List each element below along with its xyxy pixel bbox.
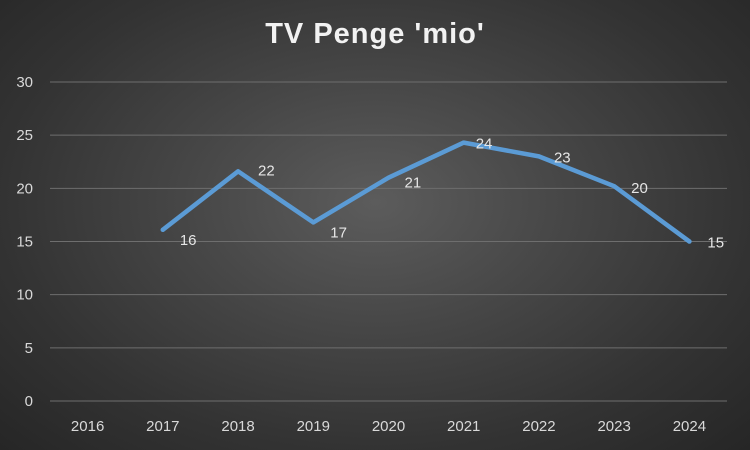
x-tick-label-2023: 2023	[597, 418, 630, 435]
x-tick-label-2020: 2020	[372, 418, 405, 435]
y-tick-label-30: 30	[16, 74, 33, 91]
series-line-0	[160, 140, 692, 244]
x-tick-label-2016: 2016	[71, 418, 104, 435]
data-label-2019: 17	[330, 224, 347, 241]
data-point-2018	[236, 169, 241, 174]
data-point-2022	[536, 154, 541, 159]
data-label-2021: 24	[476, 136, 493, 153]
x-tick-label-2017: 2017	[146, 418, 179, 435]
data-label-2023: 20	[631, 180, 648, 197]
x-tick-label-2019: 2019	[297, 418, 330, 435]
data-point-2024	[687, 239, 692, 244]
x-tick-label-2021: 2021	[447, 418, 480, 435]
chart-title: TV Penge 'mio'	[265, 18, 485, 50]
data-label-2020: 21	[405, 175, 422, 192]
y-tick-label-15: 15	[16, 234, 33, 251]
data-label-2024: 15	[707, 235, 724, 252]
data-point-2017	[160, 227, 165, 232]
data-point-2019	[311, 220, 316, 225]
x-tick-label-2018: 2018	[221, 418, 254, 435]
x-tick-label-2022: 2022	[522, 418, 555, 435]
data-label-2022: 23	[554, 149, 571, 166]
data-point-2023	[612, 184, 617, 189]
y-tick-label-0: 0	[25, 393, 33, 410]
y-tick-label-25: 25	[16, 127, 33, 144]
data-point-2021	[461, 140, 466, 145]
y-tick-label-10: 10	[16, 287, 33, 304]
y-tick-label-20: 20	[16, 180, 33, 197]
x-tick-label-2024: 2024	[673, 418, 706, 435]
y-tick-label-5: 5	[25, 340, 33, 357]
data-label-2018: 22	[258, 162, 275, 179]
data-label-2017: 16	[180, 232, 197, 249]
data-point-2020	[386, 175, 391, 180]
